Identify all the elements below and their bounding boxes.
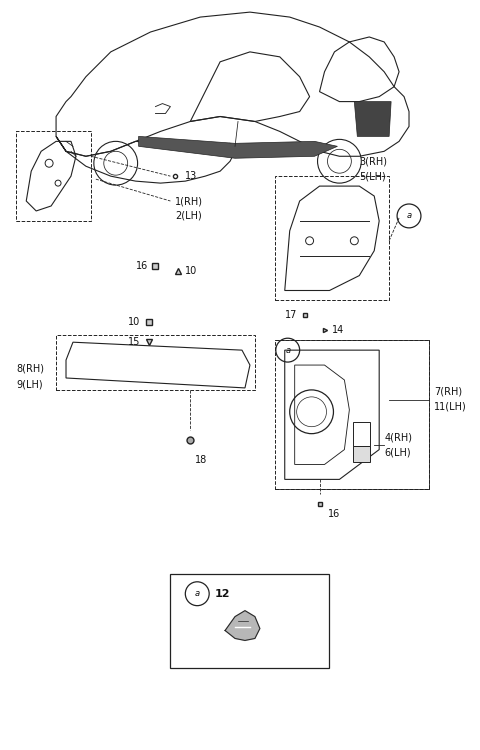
Text: 7(RH): 7(RH): [434, 387, 462, 397]
Polygon shape: [225, 610, 260, 640]
Text: a: a: [195, 590, 200, 598]
FancyBboxPatch shape: [353, 446, 370, 463]
Text: 17: 17: [285, 310, 298, 320]
Text: 8(RH): 8(RH): [16, 363, 44, 373]
Text: 12: 12: [215, 589, 231, 598]
Text: 1(RH): 1(RH): [175, 196, 204, 206]
Text: 14: 14: [332, 326, 344, 335]
Text: 18: 18: [195, 454, 207, 464]
Text: 16: 16: [136, 261, 148, 271]
Polygon shape: [354, 101, 391, 136]
Text: 15: 15: [128, 338, 141, 347]
Text: a: a: [285, 346, 290, 355]
Text: 4(RH): 4(RH): [384, 433, 412, 442]
Text: 13: 13: [185, 171, 198, 182]
Text: 3(RH): 3(RH): [360, 156, 387, 166]
Text: 10: 10: [185, 266, 198, 275]
Text: 10: 10: [128, 317, 141, 327]
Text: 6(LH): 6(LH): [384, 448, 411, 458]
Text: a: a: [407, 211, 411, 220]
Text: 11(LH): 11(LH): [434, 402, 467, 412]
Text: 5(LH): 5(LH): [360, 171, 386, 182]
Text: 2(LH): 2(LH): [175, 211, 202, 221]
Text: 9(LH): 9(LH): [16, 380, 43, 390]
Text: 16: 16: [327, 509, 340, 519]
Polygon shape: [139, 136, 337, 158]
